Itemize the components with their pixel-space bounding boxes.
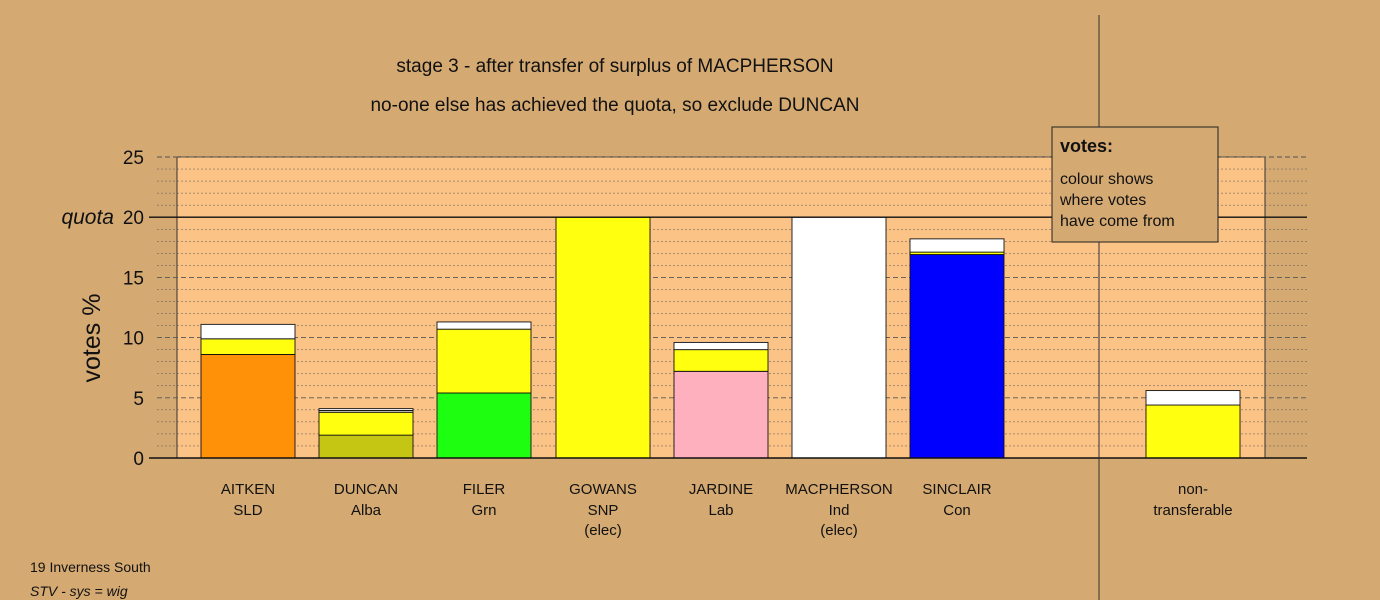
category-name: JARDINE <box>689 481 753 498</box>
bar-segment-sld <box>200 354 296 459</box>
bar-segment-snp <box>318 411 414 436</box>
bar-segment-alba <box>318 434 414 459</box>
category-party: Grn <box>471 502 496 519</box>
bar-segment-ind <box>791 216 887 459</box>
legend-box <box>1051 126 1219 243</box>
category-note: (elec) <box>584 522 622 539</box>
category-name: DUNCAN <box>334 481 398 498</box>
category-party: SLD <box>233 502 262 519</box>
category-party: SNP <box>588 502 619 519</box>
bar-segment-snp <box>555 216 651 459</box>
y-tick-labels: 0 5 10 15 quota 20 25 <box>61 148 144 470</box>
category-name: MACPHERSON <box>785 481 893 498</box>
y-tick-label: 25 <box>123 148 144 169</box>
bar-segment-lab <box>673 370 769 459</box>
category-name: FILER <box>463 481 506 498</box>
quota-label: quota <box>61 206 114 229</box>
y-tick-label: 15 <box>123 268 144 289</box>
bar-segment-ind <box>436 321 532 330</box>
bar-segment-snp <box>200 338 296 355</box>
category-name: SINCLAIR <box>922 481 991 498</box>
category-party: Ind <box>829 502 850 519</box>
bars <box>200 216 1241 459</box>
category-party: Alba <box>351 502 382 519</box>
legend-heading: votes: <box>1060 136 1113 156</box>
bar-segment-ind <box>200 323 296 340</box>
legend: votes: colour shows where votes have com… <box>1051 126 1219 243</box>
legend-line-1: colour shows <box>1060 171 1153 188</box>
category-name: non- <box>1178 481 1208 498</box>
bar-segment-snp <box>1145 404 1241 459</box>
bar-segment-ind <box>1145 390 1241 406</box>
category-name: GOWANS <box>569 481 637 498</box>
y-tick-label: 5 <box>133 389 144 410</box>
constituency-label: 19 Inverness South <box>30 559 151 575</box>
bar-segment-grn <box>436 392 532 459</box>
category-party: transferable <box>1153 502 1232 519</box>
chart-title: stage 3 - after transfer of surplus of M… <box>396 56 833 77</box>
y-axis-label: votes % <box>78 294 106 383</box>
legend-line-2: where votes <box>1059 192 1146 209</box>
category-party: Con <box>943 502 971 519</box>
category-name: AITKEN <box>221 481 275 498</box>
chart-subtitle: no-one else has achieved the quota, so e… <box>370 95 859 116</box>
y-tick-label: 20 <box>123 208 144 229</box>
system-label: STV - sys = wig <box>30 583 128 599</box>
category-party: Lab <box>708 502 733 519</box>
bar-segment-ind <box>318 408 414 411</box>
bar-segment-ind <box>909 238 1005 253</box>
bar-segment-con <box>909 254 1005 459</box>
bar-segment-ind <box>673 341 769 351</box>
y-tick-label: 0 <box>133 449 144 470</box>
category-labels: AITKEN SLD DUNCAN Alba FILER Grn GOWANS SNP (ele… <box>221 481 1233 539</box>
bar-segment-snp <box>436 328 532 394</box>
category-note: (elec) <box>820 522 858 539</box>
bar-segment-snp <box>673 349 769 372</box>
y-tick-label: 10 <box>123 329 144 350</box>
legend-line-3: have come from <box>1060 213 1175 230</box>
